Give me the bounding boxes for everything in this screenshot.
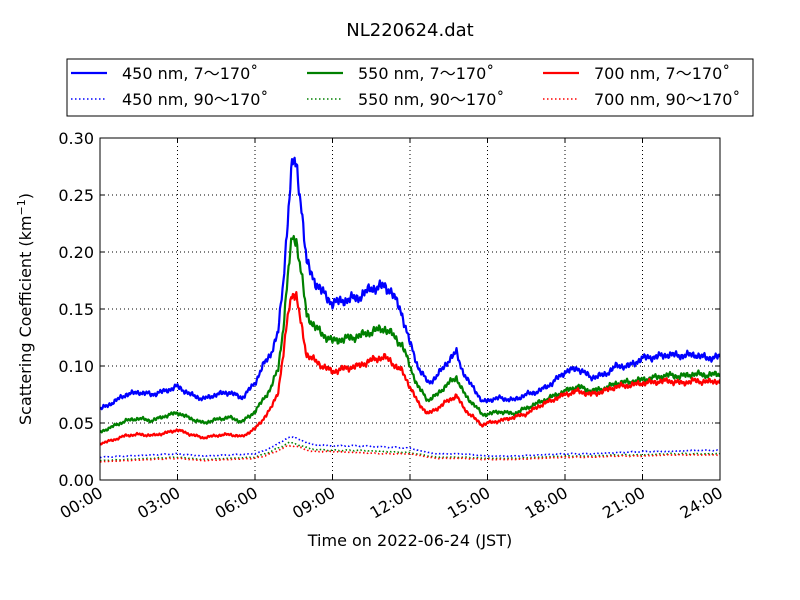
legend-label: 450 nm, 90～170˚ (122, 90, 268, 109)
legend-label: 450 nm, 7～170˚ (122, 64, 258, 83)
legend-label: 700 nm, 7～170˚ (594, 64, 730, 83)
y-axis-label-main: Scattering Coefficient (km (16, 215, 35, 425)
y-tick-label: 0.20 (58, 243, 94, 262)
series-line-550-nm-7-170-solid (100, 234, 720, 434)
legend-label: 700 nm, 90～170˚ (594, 90, 740, 109)
series-line-550-nm-90-170-dotted (100, 441, 720, 462)
y-axis-label: Scattering Coefficient (km−1) (15, 193, 35, 425)
series-line-450-nm-7-170-solid (100, 156, 720, 411)
plot-series-group (100, 156, 720, 463)
chart-legend: 450 nm, 7～170˚ 550 nm, 7～170˚ 700 nm, 7～17… (66, 58, 754, 117)
legend-label: 550 nm, 90～170˚ (358, 90, 504, 109)
y-tick-label: 0.10 (58, 357, 94, 376)
y-axis-label-end: ) (16, 193, 35, 199)
legend-frame (66, 58, 754, 117)
chart-title: NL220624.dat (346, 20, 473, 41)
y-axis-ticks: 0.00 0.05 0.10 0.15 0.20 0.25 0.30 (58, 129, 720, 490)
y-tick-label: 0.05 (58, 414, 94, 433)
y-tick-label: 0.25 (58, 186, 94, 205)
y-tick-label: 0.30 (58, 129, 94, 148)
y-tick-label: 0.15 (58, 300, 94, 319)
series-line-450-nm-90-170-dotted (100, 435, 720, 459)
x-axis-label: Time on 2022-06-24 (JST) (307, 531, 512, 550)
series-line-700-nm-7-170-solid (100, 291, 720, 446)
legend-label: 550 nm, 7～170˚ (358, 64, 494, 83)
y-axis-label-superscript: −1 (15, 199, 28, 215)
y-tick-label: 0.00 (58, 471, 94, 490)
